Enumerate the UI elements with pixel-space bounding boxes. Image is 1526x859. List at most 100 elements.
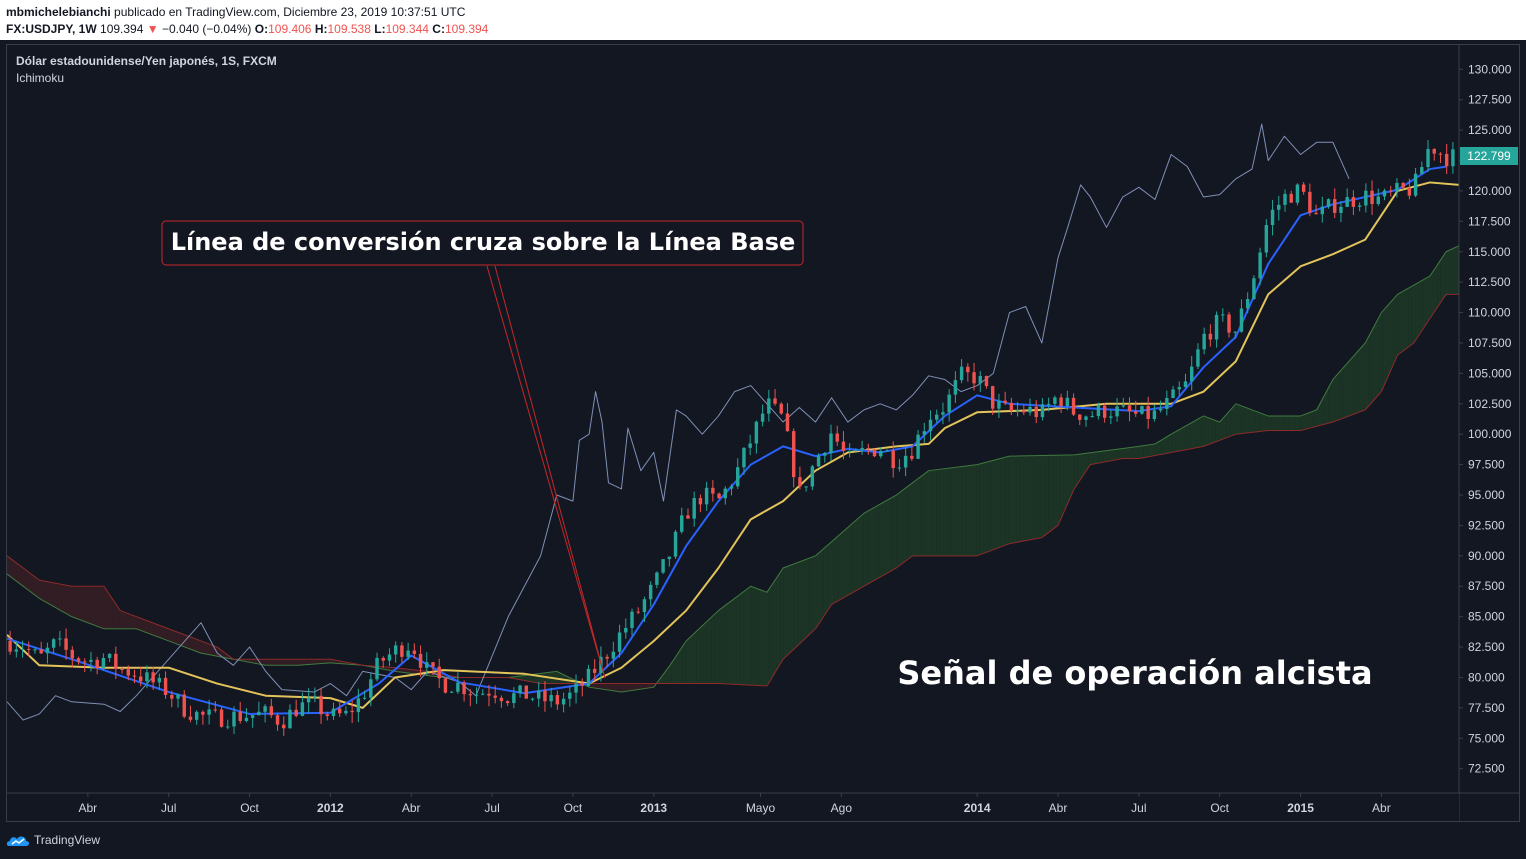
cloud-segment	[1390, 298, 1394, 373]
symbol-label: FX:USDJPY, 1W	[6, 22, 97, 36]
candle-body-up	[941, 412, 945, 415]
price-tick-label: 130.000	[1468, 62, 1512, 76]
cloud-segment	[1284, 415, 1289, 431]
candle-body-up	[331, 708, 336, 717]
close-label: C:	[432, 22, 445, 36]
author-name[interactable]: mbmichelebianchi	[6, 5, 111, 19]
cloud-segment	[25, 569, 29, 591]
candle-body-up	[20, 648, 25, 650]
candle-body-up	[1109, 416, 1113, 418]
candle-body-down	[872, 449, 877, 457]
candle-body-down	[1389, 190, 1393, 192]
candle-body-down	[238, 711, 242, 721]
cloud-segment	[32, 574, 37, 596]
cloud-segment	[1244, 407, 1249, 434]
cloud-segment	[1161, 437, 1165, 455]
candle-body-up	[1214, 314, 1219, 340]
candle-body-down	[350, 710, 354, 713]
cloud-segment	[54, 582, 58, 609]
candle-body-down	[773, 398, 777, 404]
price-tick-label: 110.000	[1468, 306, 1511, 320]
candle-body-up	[1140, 406, 1144, 414]
candle-body-up	[1165, 398, 1169, 410]
candle-body-up	[1277, 204, 1281, 210]
candle-body-up	[1233, 331, 1237, 333]
candle-body-up	[885, 450, 889, 452]
time-tick-label: Mayo	[746, 801, 776, 815]
candle-body-up	[344, 710, 348, 714]
cloud-segment	[1204, 416, 1209, 446]
cloud-segment	[1070, 454, 1075, 498]
time-axis[interactable]: Abr Jul Oct 2012 Abr Jul Oct 2013 Mayo Ago 2014 Abr…	[7, 792, 1520, 822]
candle-body-down	[294, 709, 298, 716]
cloud-segment	[827, 542, 832, 611]
cloud-segment	[326, 659, 331, 664]
cloud-segment	[1360, 343, 1365, 412]
cloud-segment	[783, 566, 788, 659]
cloud-segment	[667, 663, 672, 684]
candle-body-up	[1196, 349, 1200, 367]
price-badge-text: 122.799	[1467, 149, 1511, 163]
candle-body-down	[493, 695, 497, 698]
callout-box[interactable]	[161, 220, 804, 266]
cloud-segment	[979, 462, 984, 555]
cloud-segment	[874, 505, 879, 581]
cloud-segment	[14, 561, 18, 583]
time-tick-label: 2012	[317, 801, 344, 815]
cloud-segment	[634, 683, 639, 691]
candle-body-up	[624, 627, 628, 633]
candle-body-up	[406, 650, 410, 657]
candle-body-up	[1295, 184, 1300, 203]
lead-span-b-line	[7, 293, 1459, 687]
candle-body-up	[1171, 389, 1175, 399]
cloud-segment	[79, 586, 84, 621]
candle-body-up	[1084, 416, 1088, 420]
cloud-segment	[907, 484, 911, 560]
cloud-segment	[264, 659, 269, 666]
cloud-segment	[1266, 415, 1271, 431]
candle-body-up	[306, 697, 311, 703]
cloud-segment	[540, 672, 545, 684]
cloud-segment	[518, 675, 523, 681]
candle-body-down	[120, 669, 124, 671]
cloud-segment	[101, 586, 106, 629]
candle-body-up	[1177, 387, 1181, 390]
cloud-segment	[747, 586, 752, 686]
cloud-segment	[856, 516, 861, 591]
candle-body-up	[194, 711, 199, 720]
lagging-span-line	[7, 123, 1350, 721]
candle-body-up	[723, 488, 728, 499]
cloud-segment	[816, 551, 821, 628]
cloud-segment	[1310, 410, 1314, 429]
cloud-segment	[1433, 265, 1438, 314]
cloud-segment	[253, 659, 258, 664]
price-axis[interactable]: 130.000127.500125.000122.500120.000117.5…	[1458, 45, 1520, 822]
candle-body-up	[617, 632, 622, 652]
cloud-segment	[86, 586, 91, 624]
price-tick-label: 117.500	[1468, 214, 1511, 228]
footer: TradingView	[0, 826, 1526, 859]
cloud-segment	[170, 629, 174, 643]
chart-panel[interactable]: Línea de conversión cruza sobre la Línea…	[6, 44, 1520, 822]
candle-body-down	[1407, 187, 1412, 196]
candle-body-down	[412, 650, 417, 654]
cloud-segment	[1063, 455, 1067, 514]
candle-body-up	[823, 452, 827, 456]
candle-body-up	[680, 515, 684, 532]
candle-body-up	[549, 695, 553, 702]
ichimoku-chart[interactable]: Línea de conversión cruza sobre la Línea…	[7, 45, 1520, 822]
signal-text: Señal de operación alcista	[897, 654, 1372, 692]
cloud-segment	[275, 659, 280, 666]
candle-body-up	[611, 651, 616, 659]
cloud-segment	[134, 615, 138, 630]
tradingview-logo[interactable]: TradingView	[6, 832, 100, 848]
cloud-segment	[155, 623, 160, 638]
cloud-segment	[57, 583, 62, 611]
cloud-segment	[867, 509, 871, 585]
cloud-segment	[1379, 311, 1383, 395]
candle-body-up	[1040, 404, 1045, 418]
cloud-segment	[1400, 290, 1405, 353]
cloud-segment	[261, 659, 265, 666]
candle-body-down	[990, 386, 995, 409]
cloud-segment	[304, 659, 309, 665]
